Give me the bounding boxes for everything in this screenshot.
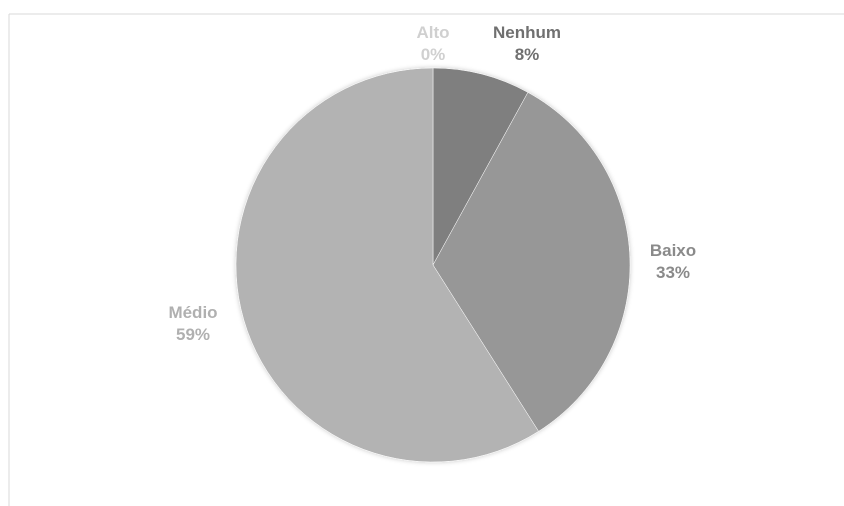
slice-labels: Nenhum 8% Baixo 33% Médio 59% Alto 0% (168, 23, 696, 344)
pie-slice-nenhum (432, 67, 529, 266)
slice-label-baixo-category: Baixo (650, 241, 696, 260)
slice-label-alto-value: 0% (421, 45, 446, 64)
pie-slice-baixo (432, 92, 631, 432)
slice-label-alto-category: Alto (416, 23, 449, 42)
slice-label-nenhum-category: Nenhum (493, 23, 561, 42)
slice-label-medio-value: 59% (176, 325, 210, 344)
slice-label-medio-category: Médio (168, 303, 217, 322)
slice-label-nenhum-value: 8% (515, 45, 540, 64)
pie-slice-medio (235, 67, 539, 463)
pie-slices (235, 67, 631, 463)
slice-label-baixo-value: 33% (656, 263, 690, 282)
